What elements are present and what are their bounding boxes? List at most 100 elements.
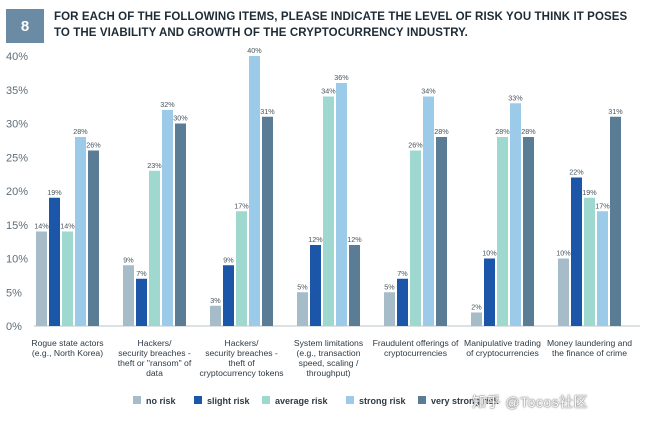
data-label: 19% (582, 188, 597, 197)
legend-swatch-strong-risk (346, 396, 354, 404)
bar-slight-risk (571, 177, 582, 326)
bar-very-strong-risk (88, 150, 99, 326)
data-label: 32% (160, 100, 175, 109)
data-label: 28% (73, 127, 88, 136)
data-label: 36% (334, 73, 349, 82)
bar-slight-risk (223, 265, 234, 326)
bar-very-strong-risk (175, 123, 186, 326)
data-label: 19% (47, 188, 62, 197)
category-label: Manipulative trading of cryptocurrencies (464, 338, 541, 358)
data-label: 5% (384, 282, 395, 291)
category-label: Fraudulent offerings of cryptocurrencies (373, 338, 459, 358)
bar-very-strong-risk (523, 137, 534, 326)
data-label: 10% (556, 249, 571, 258)
bar-slight-risk (397, 278, 408, 326)
bar-slight-risk (484, 258, 495, 326)
data-label: 10% (482, 249, 497, 258)
data-label: 12% (308, 235, 323, 244)
data-label: 28% (434, 127, 449, 136)
legend-label: no risk (146, 396, 177, 406)
data-label: 9% (123, 255, 134, 264)
bar-no-risk (558, 258, 569, 326)
y-tick-label: 0% (6, 321, 22, 333)
data-label: 26% (86, 141, 101, 150)
category-label: System limitations (e.g., transaction spee… (294, 338, 363, 378)
bar-slight-risk (49, 197, 60, 326)
data-label: 28% (521, 127, 536, 136)
bar-strong-risk (597, 211, 608, 326)
data-label: 17% (234, 201, 249, 210)
data-label: 9% (223, 255, 234, 264)
bar-very-strong-risk (610, 116, 621, 326)
bar-average-risk (62, 231, 73, 326)
data-label: 14% (60, 222, 75, 231)
bar-no-risk (471, 312, 482, 326)
chart-title: FOR EACH OF THE FOLLOWING ITEMS, PLEASE … (54, 11, 628, 39)
y-tick-label: 40% (6, 51, 28, 63)
bar-average-risk (236, 211, 247, 326)
data-label: 30% (173, 114, 188, 123)
data-label: 2% (471, 303, 482, 312)
category-label: Hackers/security breaches -theft of crypt… (199, 338, 283, 378)
data-label: 31% (260, 107, 275, 116)
data-label: 5% (297, 282, 308, 291)
legend-label: average risk (275, 396, 329, 406)
data-label: 14% (34, 222, 49, 231)
data-label: 3% (210, 296, 221, 305)
y-tick-label: 35% (6, 85, 28, 97)
bar-no-risk (123, 265, 134, 326)
bar-strong-risk (75, 137, 86, 326)
legend-swatch-average-risk (262, 396, 270, 404)
data-label: 31% (608, 107, 623, 116)
data-label: 7% (136, 269, 147, 278)
legend-label: strong risk (359, 396, 407, 406)
data-label: 12% (347, 235, 362, 244)
bar-no-risk (384, 292, 395, 326)
bar-average-risk (149, 170, 160, 326)
bar-slight-risk (136, 278, 147, 326)
data-label: 22% (569, 168, 584, 177)
legend-label: very strong risk (431, 396, 500, 406)
bar-average-risk (410, 150, 421, 326)
bar-strong-risk (510, 103, 521, 326)
legend-label: slight risk (207, 396, 251, 406)
legend-swatch-very-strong-risk (418, 396, 426, 404)
data-label: 40% (247, 46, 262, 55)
data-label: 23% (147, 161, 162, 170)
data-label: 34% (421, 87, 436, 96)
bar-average-risk (584, 197, 595, 326)
bar-no-risk (297, 292, 308, 326)
data-label: 26% (408, 141, 423, 150)
category-label: Hackers/security breaches -theft or "ran… (118, 338, 192, 378)
data-label: 7% (397, 269, 408, 278)
bar-average-risk (497, 137, 508, 326)
bar-strong-risk (162, 110, 173, 326)
bar-strong-risk (336, 83, 347, 326)
bar-very-strong-risk (262, 116, 273, 326)
data-label: 17% (595, 201, 610, 210)
legend-swatch-no-risk (133, 396, 141, 404)
category-label: Rogue state actors (e.g., North Korea) (31, 338, 103, 358)
category-label: Money laundering and the finance of crime (547, 338, 632, 358)
figure-number-badge: 8 (6, 9, 44, 43)
y-tick-label: 5% (6, 287, 22, 299)
y-tick-label: 15% (6, 220, 28, 232)
chart-header: 8 FOR EACH OF THE FOLLOWING ITEMS, PLEAS… (0, 0, 650, 50)
y-tick-label: 25% (6, 152, 28, 164)
data-label: 28% (495, 127, 510, 136)
bar-slight-risk (310, 245, 321, 326)
bar-average-risk (323, 96, 334, 326)
bar-very-strong-risk (436, 137, 447, 326)
y-tick-label: 30% (6, 119, 28, 131)
bar-strong-risk (423, 96, 434, 326)
y-tick-label: 10% (6, 254, 28, 266)
bar-very-strong-risk (349, 245, 360, 326)
bar-no-risk (210, 305, 221, 326)
y-tick-label: 20% (6, 186, 28, 198)
bar-no-risk (36, 231, 47, 326)
data-label: 34% (321, 87, 336, 96)
legend-swatch-slight-risk (194, 396, 202, 404)
bar-strong-risk (249, 56, 260, 326)
data-label: 33% (508, 93, 523, 102)
